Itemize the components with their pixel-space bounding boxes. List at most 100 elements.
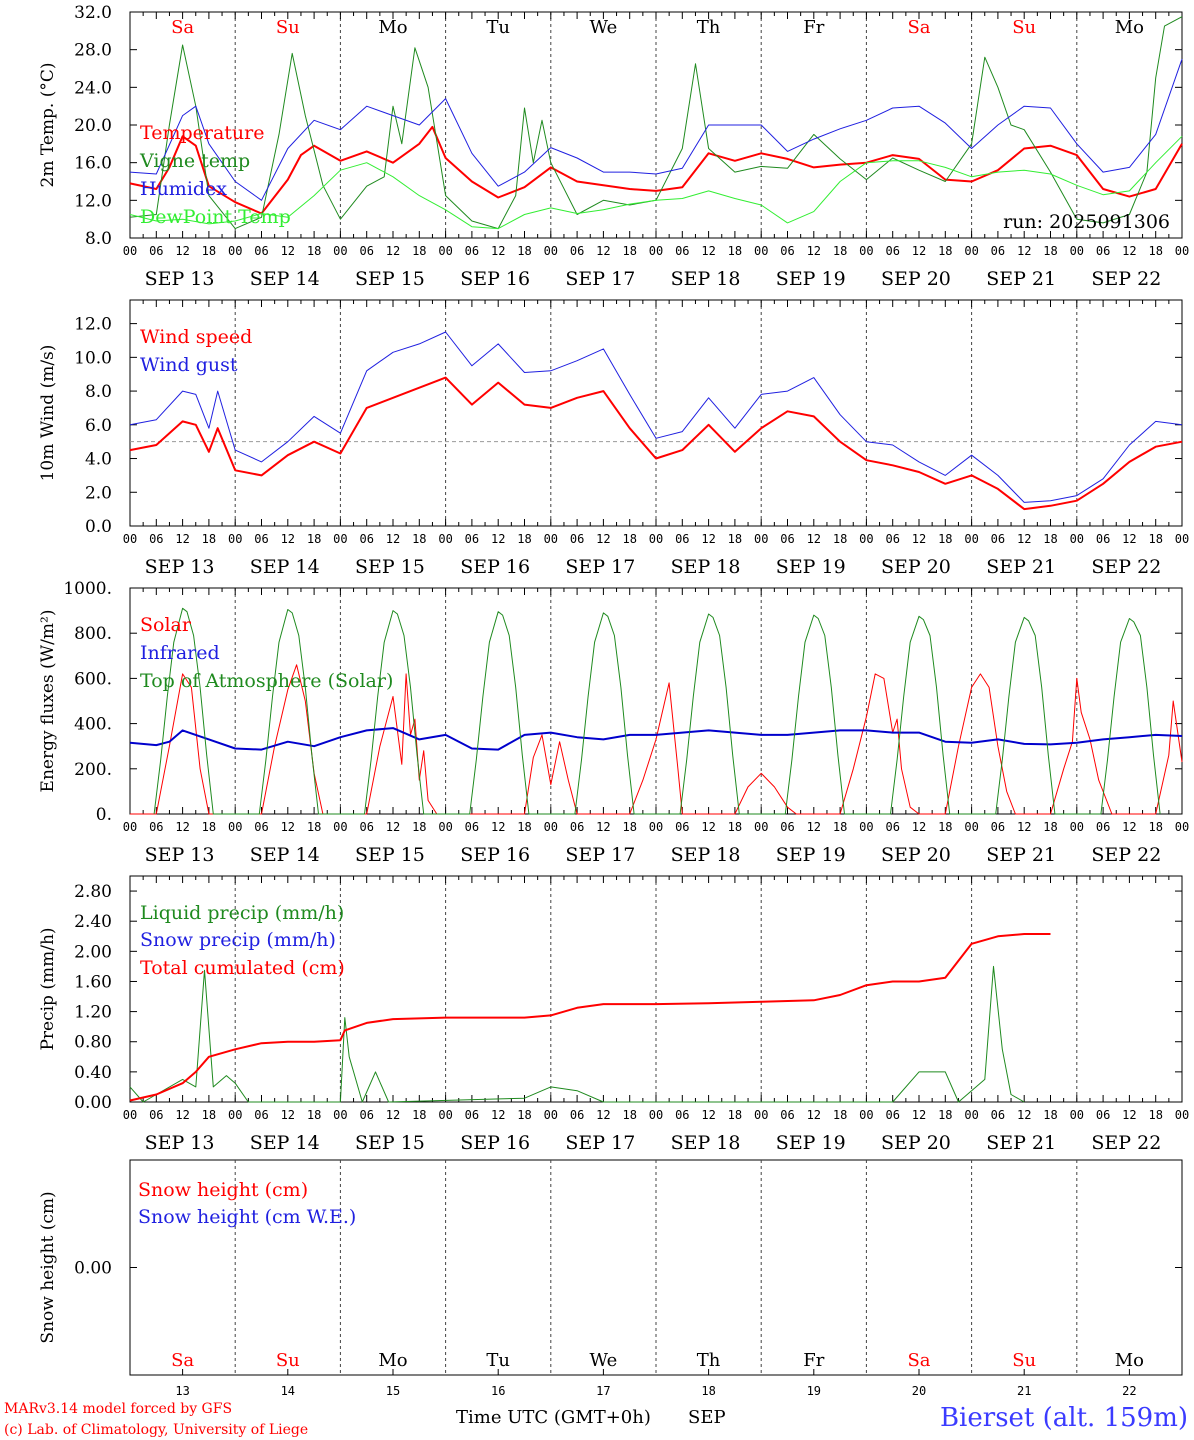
legend-entry: Temperature [140, 122, 264, 144]
hour-label: 18 [1043, 1108, 1057, 1122]
hour-label: 06 [359, 820, 373, 834]
date-number: 14 [281, 1384, 295, 1398]
weekday-label: Th [697, 1350, 721, 1371]
date-label: SEP 19 [776, 1132, 846, 1154]
date-number: 15 [386, 1384, 400, 1398]
hour-label: 12 [596, 820, 610, 834]
date-label: SEP 14 [250, 268, 320, 290]
hour-label: 18 [728, 244, 742, 258]
date-label: SEP 21 [986, 268, 1056, 290]
hour-label: 06 [254, 244, 268, 258]
hour-label: 18 [728, 820, 742, 834]
hour-label: 12 [701, 244, 715, 258]
date-label: SEP 14 [250, 844, 320, 866]
hour-label: 00 [964, 820, 978, 834]
y-axis-title: Snow height (cm) [38, 1191, 58, 1343]
hour-label: 00 [123, 244, 137, 258]
hour-label: 18 [307, 1108, 321, 1122]
hour-label: 18 [412, 820, 426, 834]
hour-label: 18 [307, 532, 321, 546]
date-label: SEP 19 [776, 844, 846, 866]
hour-label: 00 [1070, 244, 1084, 258]
time-axis-label: Time UTC (GMT+0h) [456, 1407, 651, 1428]
weekday-label: Sa [171, 1350, 194, 1371]
hour-label: 06 [465, 820, 479, 834]
hour-label: 00 [649, 244, 663, 258]
hour-label: 00 [754, 820, 768, 834]
y-tick-label: 16.0 [74, 154, 112, 174]
hour-label: 18 [517, 244, 531, 258]
hour-label: 18 [622, 820, 636, 834]
date-number: 16 [491, 1384, 505, 1398]
hour-label: 12 [701, 532, 715, 546]
series-line [129, 331, 1183, 503]
footer: MARv3.14 model forced by GFS (c) Lab. of… [4, 1401, 1188, 1438]
panel-1: 00 06 12 18 SEP 13 00 06 12 18 SEP 14 00 06 12 18 SEP … [38, 3, 1189, 290]
hour-label: 00 [544, 1108, 558, 1122]
hour-label: 06 [885, 820, 899, 834]
date-number: 22 [1122, 1384, 1136, 1398]
hour-label: 06 [570, 244, 584, 258]
hour-label: 00 [333, 1108, 347, 1122]
date-label: SEP 15 [355, 844, 425, 866]
date-label: SEP 16 [460, 556, 530, 578]
hour-label: 00 [1175, 820, 1189, 834]
y-tick-label: 800. [74, 624, 112, 644]
y-tick-label: 0.80 [74, 1033, 112, 1053]
hour-label: 12 [1017, 244, 1031, 258]
hour-label: 18 [412, 532, 426, 546]
hour-label: 00 [649, 532, 663, 546]
hour-label: 06 [359, 532, 373, 546]
hour-label: 00 [964, 244, 978, 258]
hour-label: 00 [438, 1108, 452, 1122]
hour-label: 06 [675, 820, 689, 834]
series-line [129, 376, 1183, 511]
hour-label: 06 [254, 532, 268, 546]
hour-label: 06 [780, 244, 794, 258]
hour-label: 06 [991, 820, 1005, 834]
hour-label: 00 [544, 532, 558, 546]
hour-label: 12 [386, 820, 400, 834]
series-line [129, 933, 1051, 1102]
series-line [129, 16, 1183, 230]
series-line [129, 58, 1183, 201]
hour-label: 18 [307, 244, 321, 258]
weekday-label: Mo [378, 1350, 407, 1371]
hour-label: 06 [885, 244, 899, 258]
hour-label: 00 [438, 820, 452, 834]
hour-label: 12 [701, 820, 715, 834]
hour-label: 00 [754, 1108, 768, 1122]
hour-label: 12 [1122, 532, 1136, 546]
hour-label: 00 [438, 532, 452, 546]
date-label: SEP 20 [881, 1132, 951, 1154]
run-annotation: run: 2025091306 [1003, 211, 1170, 233]
hour-label: 06 [359, 244, 373, 258]
date-label: SEP 21 [986, 844, 1056, 866]
date-label: SEP 17 [565, 1132, 635, 1154]
legend-entry: Top of Atmosphere (Solar) [140, 670, 393, 692]
hour-label: 18 [202, 244, 216, 258]
hour-label: 18 [833, 1108, 847, 1122]
hour-label: 00 [859, 244, 873, 258]
hour-label: 18 [728, 532, 742, 546]
series-line [129, 965, 1025, 1103]
legend-entry: Snow height (cm W.E.) [138, 1206, 356, 1228]
date-label: SEP 17 [565, 556, 635, 578]
weekday-label: Fr [803, 17, 824, 38]
hour-label: 12 [596, 532, 610, 546]
hour-label: 00 [754, 532, 768, 546]
weekday-label: Mo [378, 17, 407, 38]
hour-label: 12 [281, 244, 295, 258]
hour-label: 12 [281, 820, 295, 834]
weekday-label: Tu [486, 1350, 510, 1371]
hour-label: 12 [491, 1108, 505, 1122]
y-tick-label: 6.0 [85, 416, 112, 436]
hour-label: 18 [1043, 532, 1057, 546]
y-axis-title: Energy fluxes (W/m²) [38, 610, 58, 793]
hour-label: 18 [1043, 820, 1057, 834]
date-label: SEP 16 [460, 1132, 530, 1154]
hour-label: 06 [1096, 244, 1110, 258]
date-label: SEP 18 [671, 1132, 741, 1154]
date-label: SEP 18 [671, 268, 741, 290]
